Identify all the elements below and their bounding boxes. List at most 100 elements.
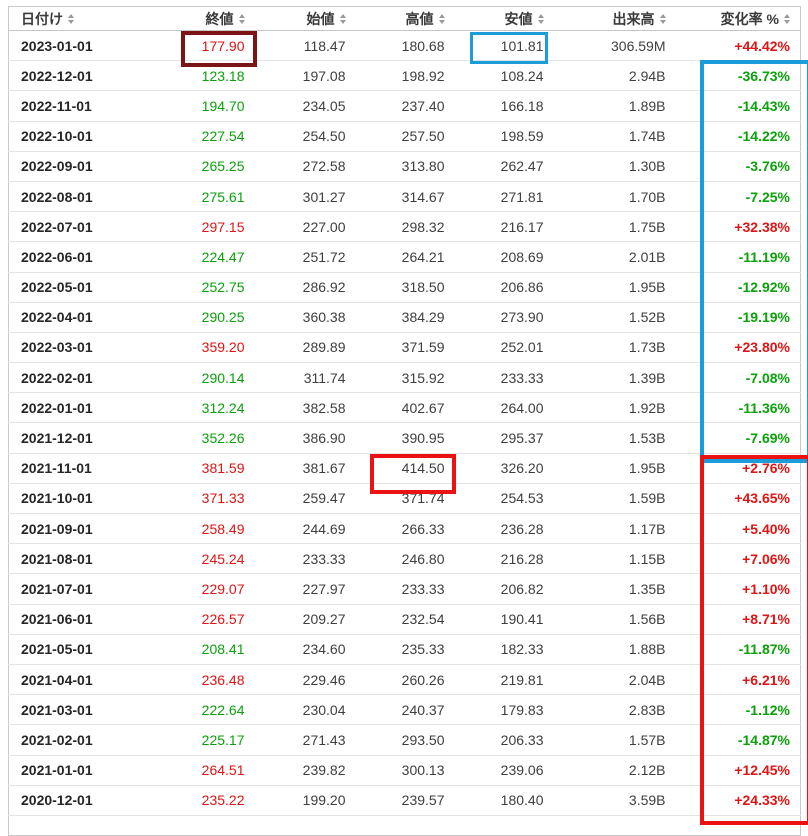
- cell-change: +24.33%: [675, 784, 801, 816]
- column-header-close[interactable]: 終値: [159, 6, 255, 31]
- cell-low: 295.37: [454, 422, 554, 454]
- cell-low: 198.59: [454, 120, 554, 152]
- cell-high: 260.26: [355, 663, 455, 695]
- cell-change: -7.69%: [675, 422, 801, 454]
- cell-low: 179.83: [454, 694, 554, 725]
- table-row: 2022-11-01 194.70 234.05 237.40 166.18 1.89B -…: [8, 90, 801, 122]
- column-header-open[interactable]: 始値: [254, 6, 356, 31]
- cell-change: -7.25%: [675, 180, 801, 212]
- cell-date: 2021-06-01: [8, 603, 160, 635]
- table-row: 2021-12-01 352.26 386.90 390.95 295.37 1.53B -…: [8, 422, 801, 454]
- cell-change: +23.80%: [675, 331, 801, 363]
- cell-high: 233.33: [355, 573, 455, 605]
- cell-volume: 1.95B: [553, 271, 676, 303]
- cell-volume: 2.12B: [553, 754, 676, 786]
- cell-change: -11.36%: [675, 392, 801, 423]
- cell-high: 257.50: [355, 120, 455, 152]
- cell-date: 2022-12-01: [8, 60, 160, 91]
- cell-date: 2022-08-01: [8, 180, 160, 212]
- cell-change: -11.19%: [675, 241, 801, 272]
- cell-high: 239.57: [355, 784, 455, 816]
- cell-low: 166.18: [454, 90, 554, 122]
- cell-change: +6.21%: [675, 663, 801, 695]
- table-row: 2021-11-01 381.59 381.67 414.50 326.20 1.95B +…: [8, 452, 801, 484]
- cell-volume: 2.01B: [553, 241, 676, 272]
- cell-volume: 1.57B: [553, 724, 676, 755]
- cell-volume: 1.35B: [553, 573, 676, 605]
- table-row: 2022-10-01 227.54 254.50 257.50 198.59 1.74B -…: [8, 120, 801, 152]
- sort-icon: [68, 13, 74, 24]
- cell-high: 264.21: [355, 241, 455, 272]
- cell-high: 314.67: [355, 180, 455, 212]
- cell-volume: 1.89B: [553, 90, 676, 122]
- column-header-volume[interactable]: 出来高: [553, 6, 676, 31]
- cell-low: 236.28: [454, 512, 554, 544]
- cell-close: 123.18: [159, 60, 255, 91]
- cell-date: 2022-07-01: [8, 211, 160, 242]
- cell-date: 2021-07-01: [8, 573, 160, 605]
- cell-high: 240.37: [355, 694, 455, 725]
- cell-open: 199.20: [254, 784, 356, 816]
- column-header-low[interactable]: 安値: [454, 6, 554, 31]
- cell-change: +7.06%: [675, 543, 801, 574]
- cell-close: 359.20: [159, 331, 255, 363]
- column-header-label: 終値: [205, 10, 234, 27]
- cell-volume: 1.92B: [553, 392, 676, 423]
- sort-icon: [238, 13, 245, 24]
- cell-low: 262.47: [454, 150, 554, 182]
- sort-icon: [339, 13, 346, 24]
- table-row: 2022-05-01 252.75 286.92 318.50 206.86 1.95B -…: [8, 271, 801, 303]
- cell-low: 206.33: [454, 724, 554, 755]
- cell-open: 209.27: [254, 603, 356, 635]
- cell-high: 313.80: [355, 150, 455, 182]
- cell-close: 290.14: [159, 362, 255, 393]
- cell-volume: 1.95B: [553, 452, 676, 484]
- cell-change: +5.40%: [675, 512, 801, 544]
- cell-date: 2021-02-01: [8, 724, 160, 755]
- cell-volume: 1.53B: [553, 422, 676, 454]
- cell-volume: 1.70B: [553, 180, 676, 212]
- cell-high: 180.68: [401, 37, 445, 54]
- cell-low: 182.33: [454, 633, 554, 665]
- cell-change: -19.19%: [675, 301, 801, 333]
- cell-date: 2021-08-01: [8, 543, 160, 574]
- cell-volume: 1.75B: [553, 211, 676, 242]
- cell-open: 286.92: [254, 271, 356, 303]
- cell-open: 227.00: [254, 211, 356, 242]
- cell-volume: 1.59B: [553, 482, 676, 514]
- cell-high: 298.32: [355, 211, 455, 242]
- sort-icon: [659, 13, 666, 24]
- cell-change: -12.92%: [675, 271, 801, 303]
- cell-change: +2.76%: [675, 452, 801, 484]
- cell-volume: 1.74B: [553, 120, 676, 152]
- table-row: 2021-07-01 229.07 227.97 233.33 206.82 1.35B +…: [8, 573, 801, 605]
- cell-low: 271.81: [454, 180, 554, 212]
- cell-high: 315.92: [355, 362, 455, 393]
- cell-low: 180.40: [454, 784, 554, 816]
- cell-high: 198.92: [355, 60, 455, 91]
- cell-date: 2021-01-01: [8, 754, 160, 786]
- cell-date: 2022-06-01: [8, 241, 160, 272]
- cell-high: 371.59: [355, 331, 455, 363]
- cell-close: 224.47: [159, 241, 255, 272]
- cell-volume: 306.59M: [611, 37, 666, 54]
- table-header: 日付け 終値 始値 高値 安値 出来高 変化率 %: [8, 6, 801, 31]
- cell-low: 254.53: [454, 482, 554, 514]
- table-row: 2021-01-01 264.51 239.82 300.13 239.06 2.12B +…: [8, 754, 801, 786]
- cell-volume: 1.15B: [553, 543, 676, 574]
- cell-low: 190.41: [454, 603, 554, 635]
- column-header-high[interactable]: 高値: [355, 6, 455, 31]
- table-row: 2022-03-01 359.20 289.89 371.59 252.01 1.73B +…: [8, 331, 801, 363]
- cell-change: +43.65%: [675, 482, 801, 514]
- cell-date: 2021-09-01: [8, 512, 160, 544]
- column-header-change[interactable]: 変化率 %: [675, 6, 801, 31]
- cell-close: 225.17: [159, 724, 255, 755]
- cell-date: 2022-03-01: [8, 331, 160, 363]
- cell-close: 227.54: [159, 120, 255, 152]
- column-header-date[interactable]: 日付け: [8, 6, 160, 31]
- cell-change: -11.87%: [675, 633, 801, 665]
- table-row: 2022-02-01 290.14 311.74 315.92 233.33 1.39B -…: [8, 362, 801, 393]
- cell-change: -36.73%: [675, 60, 801, 91]
- cell-open: 386.90: [254, 422, 356, 454]
- cell-close: 252.75: [159, 271, 255, 303]
